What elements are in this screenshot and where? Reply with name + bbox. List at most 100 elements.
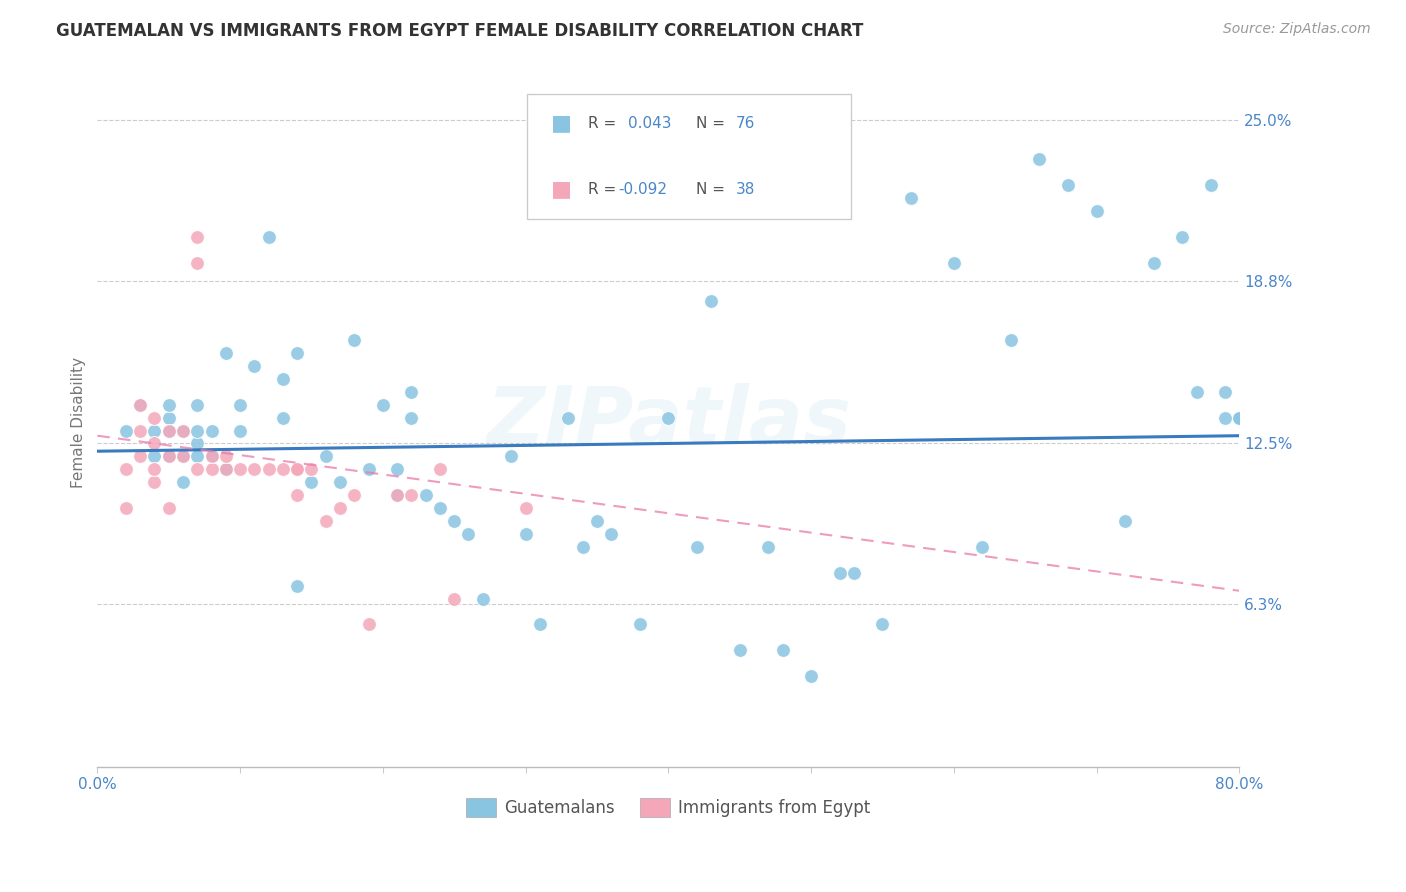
Point — [157, 410, 180, 425]
Point — [371, 398, 394, 412]
Point — [129, 450, 152, 464]
Point — [200, 450, 222, 464]
Point — [1143, 255, 1166, 269]
Point — [756, 540, 779, 554]
Text: ZIPatlas: ZIPatlas — [486, 383, 851, 461]
Point — [415, 488, 437, 502]
Point — [186, 436, 208, 450]
Point — [301, 462, 323, 476]
Point — [172, 450, 194, 464]
Y-axis label: Female Disability: Female Disability — [72, 357, 86, 488]
Point — [157, 450, 180, 464]
Point — [186, 229, 208, 244]
Point — [186, 450, 208, 464]
Text: R =: R = — [588, 116, 616, 130]
Point — [600, 527, 623, 541]
Text: N =: N = — [696, 182, 725, 196]
Point — [301, 475, 323, 490]
Point — [215, 346, 238, 360]
Point — [1213, 410, 1236, 425]
Point — [1199, 178, 1222, 192]
Point — [1185, 384, 1208, 399]
Point — [157, 501, 180, 516]
Point — [329, 475, 352, 490]
Point — [571, 540, 593, 554]
Text: R =: R = — [588, 182, 616, 196]
Point — [557, 410, 579, 425]
Point — [215, 462, 238, 476]
Point — [357, 617, 380, 632]
Point — [1114, 514, 1136, 528]
Point — [143, 462, 166, 476]
Point — [872, 617, 894, 632]
Point — [942, 255, 965, 269]
Point — [143, 410, 166, 425]
Point — [157, 424, 180, 438]
Point — [429, 501, 451, 516]
Text: GUATEMALAN VS IMMIGRANTS FROM EGYPT FEMALE DISABILITY CORRELATION CHART: GUATEMALAN VS IMMIGRANTS FROM EGYPT FEMA… — [56, 22, 863, 40]
Point — [1213, 384, 1236, 399]
Point — [285, 462, 308, 476]
Point — [215, 450, 238, 464]
Text: 76: 76 — [735, 116, 755, 130]
Point — [401, 410, 423, 425]
Point — [186, 424, 208, 438]
Text: 0.043: 0.043 — [628, 116, 672, 130]
Point — [229, 462, 252, 476]
Point — [315, 450, 337, 464]
Point — [842, 566, 865, 580]
Point — [257, 462, 280, 476]
Point — [401, 488, 423, 502]
Point — [172, 424, 194, 438]
Point — [157, 398, 180, 412]
Point — [628, 617, 651, 632]
Point — [471, 591, 494, 606]
Text: ■: ■ — [551, 113, 572, 133]
Point — [271, 410, 294, 425]
Point — [229, 398, 252, 412]
Point — [343, 488, 366, 502]
Point — [728, 643, 751, 657]
Point — [429, 462, 451, 476]
Point — [157, 450, 180, 464]
Point — [243, 359, 266, 373]
Point — [972, 540, 994, 554]
Point — [186, 255, 208, 269]
Point — [285, 346, 308, 360]
Point — [1000, 333, 1022, 347]
Point — [157, 424, 180, 438]
Text: -0.092: -0.092 — [619, 182, 668, 196]
Point — [285, 579, 308, 593]
Point — [271, 462, 294, 476]
Point — [772, 643, 794, 657]
Point — [900, 191, 922, 205]
Point — [343, 333, 366, 347]
Point — [1227, 410, 1250, 425]
Point — [828, 566, 851, 580]
Point — [172, 450, 194, 464]
Text: ■: ■ — [551, 179, 572, 199]
Point — [200, 462, 222, 476]
Point — [243, 462, 266, 476]
Point — [129, 424, 152, 438]
Point — [515, 527, 537, 541]
Point — [529, 617, 551, 632]
Point — [401, 384, 423, 399]
Point — [229, 424, 252, 438]
Point — [257, 229, 280, 244]
Point — [1057, 178, 1080, 192]
Point — [315, 514, 337, 528]
Point — [443, 514, 465, 528]
Point — [1171, 229, 1194, 244]
Point — [385, 488, 408, 502]
Point — [700, 294, 723, 309]
Point — [285, 462, 308, 476]
Text: 38: 38 — [735, 182, 755, 196]
Point — [329, 501, 352, 516]
Point — [172, 424, 194, 438]
Point — [800, 669, 823, 683]
Point — [1227, 410, 1250, 425]
Point — [1085, 203, 1108, 218]
Legend: Guatemalans, Immigrants from Egypt: Guatemalans, Immigrants from Egypt — [460, 791, 877, 823]
Point — [143, 450, 166, 464]
